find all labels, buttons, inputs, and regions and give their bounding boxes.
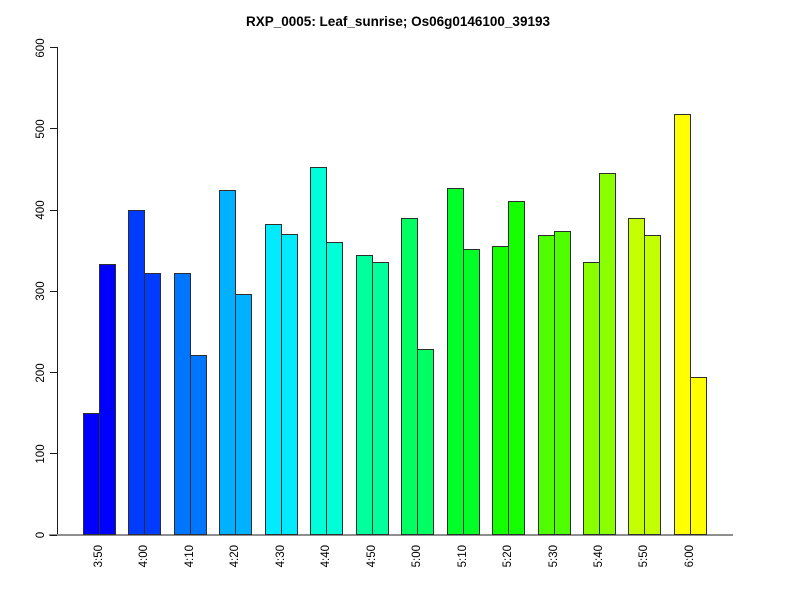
y-tick-label: 300 <box>35 281 47 301</box>
y-tick <box>50 534 57 536</box>
bar <box>310 167 327 535</box>
x-tick-label: 3:50 <box>93 545 105 568</box>
bar <box>356 255 373 535</box>
y-tick-label: 600 <box>35 37 47 58</box>
bar <box>401 218 418 535</box>
x-tick-label: 5:20 <box>502 545 515 568</box>
bar <box>690 377 707 535</box>
y-tick-label: 0 <box>35 531 47 539</box>
bar <box>554 231 571 535</box>
bar <box>463 249 480 535</box>
bar <box>599 173 616 535</box>
bar <box>644 235 661 535</box>
bar <box>583 262 600 535</box>
x-tick-label: 5:30 <box>547 545 560 568</box>
y-tick <box>50 372 57 373</box>
y-tick <box>50 453 57 455</box>
bar <box>235 294 252 535</box>
x-tick-label: 4:20 <box>229 545 242 568</box>
bar <box>144 273 161 535</box>
bar <box>128 210 145 535</box>
bar <box>417 349 434 535</box>
bar <box>174 273 191 535</box>
y-axis-line <box>57 46 58 535</box>
bar <box>83 413 100 535</box>
bar <box>674 114 691 535</box>
bar <box>628 218 645 535</box>
bar <box>99 264 116 535</box>
bar <box>281 234 298 535</box>
y-tick-label: 200 <box>35 362 47 383</box>
x-tick-label: 5:00 <box>411 545 424 568</box>
y-tick-label: 100 <box>35 444 47 464</box>
y-tick-label: 400 <box>35 200 47 220</box>
y-tick <box>50 290 57 292</box>
zero-baseline <box>49 534 733 536</box>
x-tick-label: 4:30 <box>274 545 287 568</box>
x-tick-label: 5:40 <box>592 545 605 568</box>
bar <box>265 224 282 535</box>
bar <box>372 262 389 535</box>
bar <box>326 242 343 535</box>
y-tick <box>50 209 57 211</box>
y-tick <box>50 128 57 130</box>
x-tick-label: 4:40 <box>320 545 333 568</box>
bar <box>538 235 555 535</box>
bar <box>190 355 207 535</box>
x-tick-label: 4:00 <box>138 545 151 568</box>
x-tick-label: 6:00 <box>683 545 696 568</box>
x-tick-label: 4:50 <box>365 545 378 568</box>
chart-title: RXP_0005: Leaf_sunrise; Os06g0146100_391… <box>246 14 550 29</box>
x-tick-label: 5:50 <box>638 545 651 568</box>
bar <box>492 246 509 535</box>
y-tick-label: 500 <box>35 119 47 139</box>
x-tick-label: 5:10 <box>456 545 469 568</box>
y-tick <box>50 47 57 48</box>
bar <box>219 190 236 535</box>
x-tick-label: 4:10 <box>183 545 196 568</box>
bar <box>508 201 525 535</box>
bar <box>447 188 464 535</box>
